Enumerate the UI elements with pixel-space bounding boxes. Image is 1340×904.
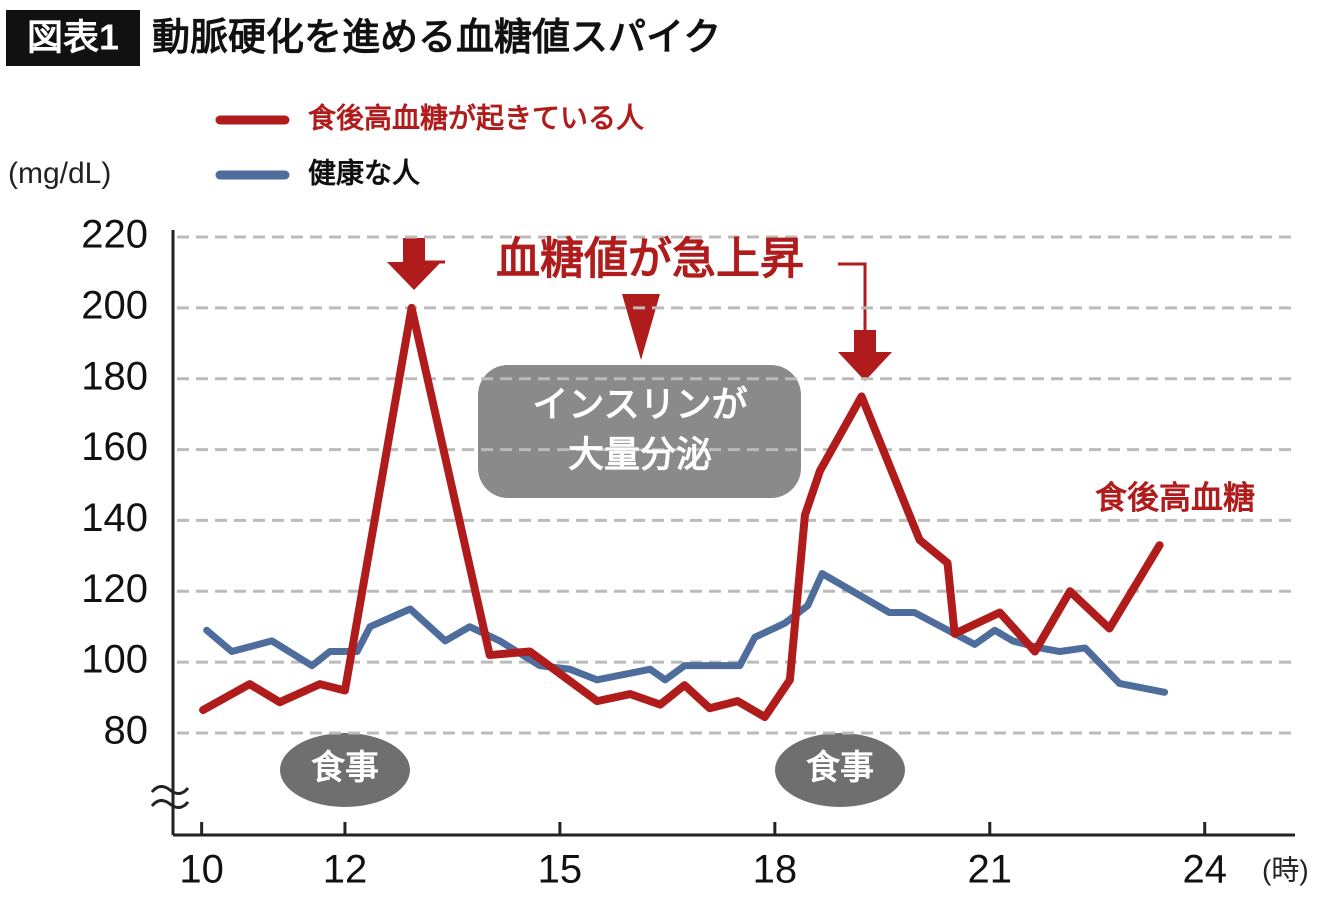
annotation: 血糖値が急上昇 <box>496 235 804 284</box>
annotation: 食後高血糖 <box>1095 479 1255 515</box>
y-tick-label: 140 <box>81 496 148 540</box>
legend-label: 食後高血糖が起きている人 <box>308 101 644 133</box>
title-tag: 図表1 <box>27 17 119 58</box>
y-axis-unit: (mg/dL) <box>8 157 111 190</box>
y-tick-label: 80 <box>104 709 149 753</box>
y-tick-label: 200 <box>81 283 148 327</box>
x-axis-unit: (時) <box>1262 854 1309 885</box>
meal-bubble <box>280 733 410 807</box>
annotation: 食事 <box>806 748 874 787</box>
y-tick-label: 100 <box>81 638 148 682</box>
chart-title: 動脈硬化を進める血糖値スパイク <box>152 17 721 59</box>
legend-label: 健康な人 <box>308 156 420 188</box>
x-tick-label: 24 <box>1182 848 1227 892</box>
y-tick-label: 180 <box>81 354 148 398</box>
arrow-down <box>838 330 892 381</box>
x-tick-label: 21 <box>968 848 1013 892</box>
x-tick-label: 10 <box>179 848 224 892</box>
annotation: インスリンが <box>532 384 747 425</box>
annotation: 食事 <box>311 748 379 787</box>
annotation: 大量分泌 <box>568 434 712 475</box>
series-line <box>203 570 1169 696</box>
axis-break <box>150 785 190 809</box>
y-tick-label: 120 <box>81 567 148 611</box>
arrow-down <box>622 294 660 360</box>
title-tag-bg <box>6 10 140 66</box>
x-tick-label: 12 <box>323 848 368 892</box>
meal-bubble <box>775 733 905 807</box>
y-tick-label: 220 <box>81 213 148 257</box>
arrow-link <box>838 262 867 335</box>
x-tick-label: 15 <box>538 848 583 892</box>
y-tick-label: 160 <box>81 425 148 469</box>
arrow-down <box>387 238 441 290</box>
series-line <box>199 303 1164 722</box>
insulin-box <box>478 365 801 498</box>
x-tick-label: 18 <box>753 848 798 892</box>
